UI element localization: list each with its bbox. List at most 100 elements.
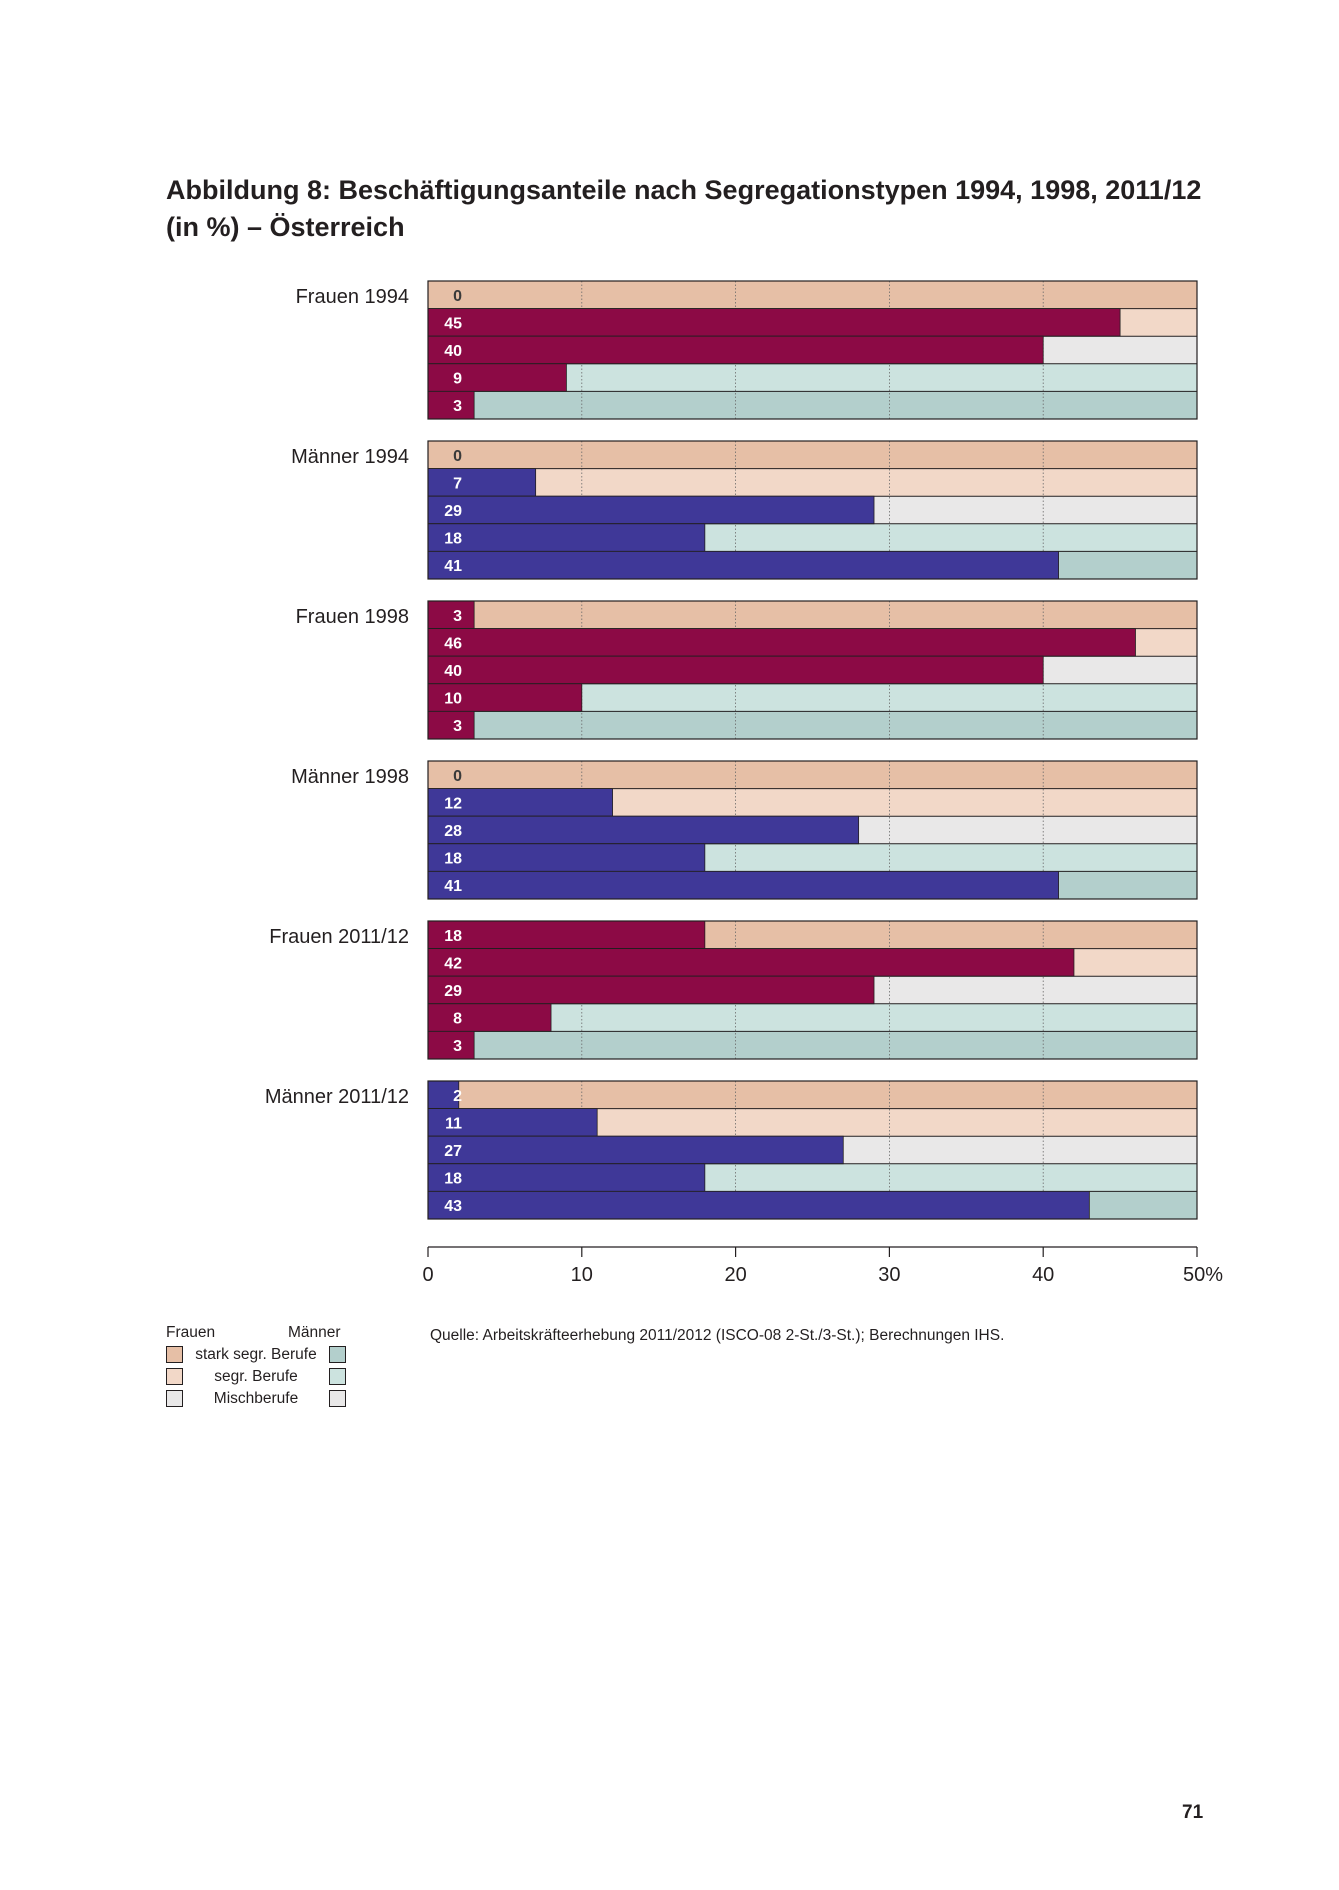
legend-swatch-maenner-stark bbox=[329, 1346, 346, 1363]
panel-frame bbox=[427, 1080, 1198, 1220]
row-background bbox=[428, 441, 1197, 469]
row-background bbox=[428, 711, 1197, 739]
panel-label: Männer 2011/12 bbox=[264, 1086, 409, 1108]
bar bbox=[427, 683, 583, 712]
page-number: 71 bbox=[1182, 1802, 1204, 1823]
data-label: 46 bbox=[444, 635, 462, 652]
panel-label: Frauen 1998 bbox=[295, 606, 409, 628]
bar bbox=[427, 871, 1059, 900]
legend-header-maenner: Männer bbox=[288, 1324, 341, 1341]
bar bbox=[427, 975, 875, 1005]
x-tick-label: 20 bbox=[724, 1264, 746, 1286]
data-label: 28 bbox=[444, 823, 462, 840]
bar bbox=[427, 390, 475, 420]
data-label: 3 bbox=[453, 398, 462, 415]
bar bbox=[427, 495, 875, 525]
data-label: 0 bbox=[453, 768, 462, 785]
bar bbox=[427, 308, 1121, 337]
data-label: 2 bbox=[453, 1088, 462, 1105]
legend-row: Mischberufe bbox=[166, 1390, 350, 1410]
x-tick-label: 0 bbox=[422, 1264, 433, 1286]
bar bbox=[427, 363, 567, 392]
bar bbox=[427, 920, 706, 950]
bar bbox=[427, 948, 1075, 977]
data-label: 12 bbox=[444, 795, 462, 812]
legend-label: Mischberufe bbox=[213, 1390, 299, 1407]
row-background bbox=[428, 468, 1197, 497]
legend-swatch-frauen-segr bbox=[166, 1368, 183, 1385]
data-label: 8 bbox=[453, 1011, 462, 1028]
bar bbox=[427, 1191, 1090, 1220]
x-tick-label: 10 bbox=[571, 1264, 593, 1286]
row-background bbox=[428, 601, 1197, 629]
bar bbox=[427, 335, 1044, 365]
data-label: 3 bbox=[453, 1038, 462, 1055]
bar bbox=[427, 1108, 598, 1137]
row-background bbox=[428, 761, 1197, 789]
bar bbox=[427, 523, 706, 552]
data-label: 41 bbox=[444, 558, 462, 575]
legend-swatch-maenner-segr bbox=[329, 1368, 346, 1385]
bar bbox=[427, 1031, 475, 1060]
legend-row: stark segr. Berufe bbox=[166, 1346, 350, 1366]
panel-frauen: 3 46 40 10 3 bbox=[427, 600, 1198, 740]
data-label: 7 bbox=[453, 475, 462, 492]
data-label: 29 bbox=[444, 983, 462, 1000]
panel-frame bbox=[427, 280, 1198, 420]
legend-label: segr. Berufe bbox=[214, 1368, 298, 1385]
data-label: 18 bbox=[444, 1171, 462, 1188]
bar bbox=[427, 711, 475, 740]
panel-label: Männer 1994 bbox=[291, 446, 409, 468]
data-label: 27 bbox=[444, 1143, 462, 1160]
data-label: 42 bbox=[444, 955, 462, 972]
legend-swatch-maenner-misch bbox=[329, 1390, 346, 1407]
data-label: 9 bbox=[453, 371, 462, 388]
data-label: 3 bbox=[453, 718, 462, 735]
data-label: 29 bbox=[444, 503, 462, 520]
panel-frame bbox=[427, 760, 1198, 900]
row-background bbox=[428, 1031, 1197, 1059]
bar bbox=[427, 815, 860, 845]
x-tick-label: 50% bbox=[1183, 1264, 1223, 1286]
source-note: Quelle: Arbeitskräfteerhebung 2011/2012 … bbox=[430, 1327, 1005, 1344]
bar bbox=[427, 1003, 552, 1032]
data-label: 0 bbox=[453, 448, 462, 465]
row-background bbox=[428, 1081, 1197, 1109]
figure-title: Abbildung 8: Beschäftigungsanteile nach … bbox=[166, 175, 1202, 242]
data-label: 10 bbox=[444, 691, 462, 708]
bar bbox=[427, 655, 1044, 685]
x-tick-label: 30 bbox=[878, 1264, 900, 1286]
row-background bbox=[428, 391, 1197, 419]
bar bbox=[427, 551, 1059, 580]
legend: Frauen Männer stark segr. Berufe segr. B… bbox=[166, 1324, 356, 1414]
bar bbox=[427, 1163, 706, 1192]
panel-maenner: 0 7 29 18 41 bbox=[427, 440, 1198, 580]
data-label: 18 bbox=[444, 851, 462, 868]
panel-label: Frauen 2011/12 bbox=[269, 926, 409, 948]
panel-label: Männer 1998 bbox=[291, 766, 409, 788]
panel-label: Frauen 1994 bbox=[295, 286, 409, 308]
data-label: 3 bbox=[453, 608, 462, 625]
bar bbox=[427, 468, 537, 497]
bar bbox=[427, 600, 475, 630]
bar bbox=[427, 1135, 844, 1165]
row-background bbox=[428, 281, 1197, 309]
panel-frauen: 0 45 40 9 3 bbox=[427, 280, 1198, 420]
bar bbox=[427, 628, 1136, 657]
x-tick-label: 40 bbox=[1032, 1264, 1054, 1286]
data-label: 40 bbox=[444, 663, 462, 680]
panel-maenner: 2 11 27 18 43 bbox=[427, 1080, 1198, 1220]
legend-header-frauen: Frauen bbox=[166, 1324, 216, 1341]
data-label: 41 bbox=[444, 878, 462, 895]
legend-label: stark segr. Berufe bbox=[195, 1346, 317, 1363]
panel-frame bbox=[427, 440, 1198, 580]
bar bbox=[427, 843, 706, 872]
data-label: 0 bbox=[453, 288, 462, 305]
data-label: 40 bbox=[444, 343, 462, 360]
data-label: 45 bbox=[444, 315, 462, 332]
data-label: 18 bbox=[444, 928, 462, 945]
bar-chart: 0454093072918413464010301228184118422983… bbox=[422, 280, 1223, 1286]
data-label: 18 bbox=[444, 531, 462, 548]
legend-row: segr. Berufe bbox=[166, 1368, 350, 1388]
x-axis: 0 10 20 30 40 50% bbox=[422, 1246, 1223, 1286]
